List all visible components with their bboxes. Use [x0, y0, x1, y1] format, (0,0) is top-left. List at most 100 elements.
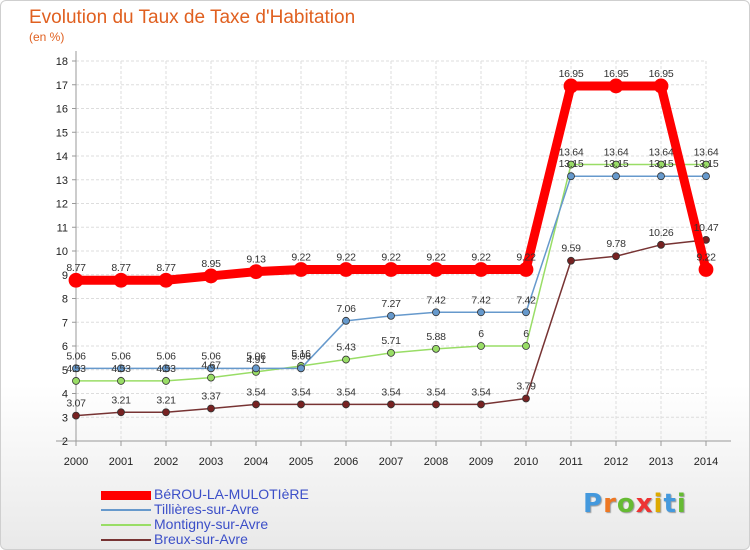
data-label: 13.15: [559, 158, 584, 170]
data-label: 5.43: [336, 342, 356, 354]
data-point: [293, 262, 309, 277]
data-label: 9.22: [336, 252, 356, 264]
x-tick-label: 2011: [559, 456, 583, 468]
data-label: 5.06: [246, 350, 266, 362]
legend-swatch: [101, 539, 151, 541]
data-label: 8.77: [66, 262, 86, 274]
data-label: 7.06: [336, 303, 356, 315]
legend-label: Montigny-sur-Avre: [154, 516, 269, 532]
x-tick-label: 2014: [694, 456, 718, 468]
series-group: [68, 78, 714, 420]
data-label: 5.71: [381, 335, 401, 347]
data-point: [612, 252, 620, 261]
data-point: [473, 262, 489, 277]
data-label: 7.42: [471, 294, 491, 306]
data-point: [522, 308, 530, 317]
data-label: 5.06: [291, 350, 311, 362]
data-point: [113, 272, 129, 288]
data-point: [117, 408, 125, 417]
data-label: 16.95: [604, 68, 629, 80]
data-label: 5.06: [66, 350, 86, 362]
data-point: [477, 400, 485, 409]
x-tick-label: 2010: [514, 456, 538, 468]
data-point: [612, 172, 620, 181]
chart-title: Evolution du Taux de Taxe d'Habitation: [29, 7, 356, 28]
proxiti-logo: Proxiti: [583, 489, 687, 519]
data-point: [567, 172, 575, 181]
data-label: 13.64: [604, 147, 629, 159]
data-point: [338, 262, 354, 277]
data-point: [387, 311, 395, 320]
data-point: [117, 364, 125, 373]
data-label: 5.06: [156, 350, 176, 362]
legend: BéROU-LA-MULOTIèRE Tillières-sur-Avre Mont…: [101, 486, 361, 547]
data-label: 9.22: [471, 252, 491, 264]
data-point: [162, 377, 170, 385]
logo-letter: o: [616, 489, 636, 519]
data-point: [68, 272, 84, 288]
data-point: [207, 364, 215, 373]
data-point: [207, 404, 215, 413]
logo-letter: r: [603, 489, 617, 519]
data-point: [72, 377, 80, 385]
data-label: 16.95: [649, 68, 674, 80]
data-label: 3.54: [246, 386, 266, 398]
data-point: [203, 268, 219, 284]
x-tick-label: 2005: [289, 456, 313, 468]
data-point: [342, 316, 350, 325]
data-label: 8.77: [111, 262, 131, 274]
data-point: [162, 408, 170, 417]
data-point: [567, 160, 575, 169]
data-point: [297, 400, 305, 409]
x-tick-label: 2003: [199, 456, 223, 468]
data-label: 10.47: [694, 222, 719, 234]
logo-letter: i: [653, 489, 664, 519]
data-label: 9.22: [696, 252, 716, 264]
logo-letter: P: [583, 489, 604, 519]
data-label: 3.21: [156, 394, 176, 406]
data-label: 13.15: [604, 158, 629, 170]
data-label: 5.06: [201, 350, 221, 362]
logo-letter: t: [663, 489, 677, 519]
data-label: 13.64: [559, 147, 584, 159]
legend-swatch: [101, 524, 151, 526]
data-point: [518, 262, 534, 277]
data-label: 13.64: [649, 147, 674, 159]
data-label: 9.22: [516, 252, 536, 264]
data-label: 6: [478, 328, 484, 340]
x-tick-label: 2000: [64, 456, 88, 468]
y-tick-label: 18: [56, 56, 68, 68]
data-point: [432, 344, 440, 353]
data-label: 6: [523, 328, 529, 340]
data-point: [522, 394, 530, 403]
logo-letter: i: [676, 489, 687, 519]
x-tick-label: 2013: [649, 456, 673, 468]
data-label: 13.15: [649, 158, 674, 170]
data-label: 4.53: [66, 363, 86, 375]
data-label: 3.37: [201, 390, 221, 402]
data-label: 4.67: [201, 360, 221, 372]
y-tick-label: 8: [62, 294, 68, 306]
data-point: [252, 400, 260, 409]
y-tick-label: 12: [56, 199, 68, 211]
y-tick-label: 3: [62, 412, 68, 424]
data-label: 5.16: [291, 348, 311, 360]
y-tick-label: 15: [56, 127, 68, 139]
x-tick-label: 2006: [334, 456, 358, 468]
y-tick-label: 6: [62, 341, 68, 353]
data-label: 8.77: [156, 262, 176, 274]
y-tick-label: 4: [62, 389, 68, 401]
data-label: 10.26: [649, 227, 674, 239]
x-tick-label: 2002: [154, 456, 178, 468]
data-point: [432, 400, 440, 409]
data-point: [698, 262, 714, 277]
data-label: 8.95: [201, 258, 221, 270]
data-label: 13.15: [694, 158, 719, 170]
x-tick-labels: 2000 2001 2002 2003 2004 2005 2006 2007 2008 2009…: [64, 456, 718, 468]
data-label: 7.42: [426, 294, 446, 306]
data-point: [653, 78, 669, 94]
data-point: [702, 160, 710, 169]
data-point: [72, 364, 80, 373]
data-point: [117, 377, 125, 385]
